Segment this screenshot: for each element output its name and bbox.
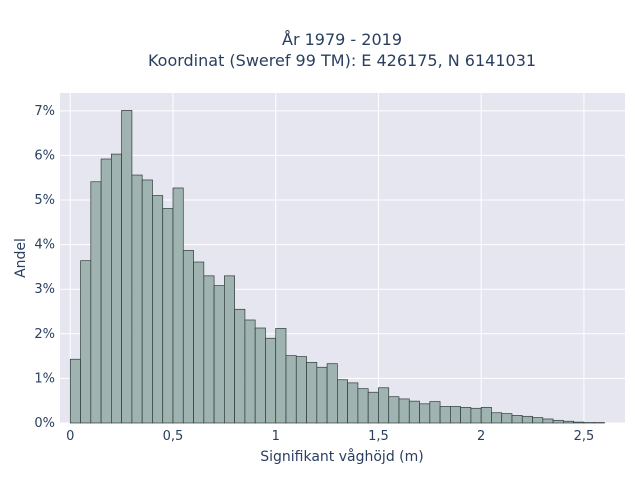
- histogram-bar: [254, 327, 266, 424]
- histogram-bar: [388, 396, 400, 424]
- histogram-bar: [131, 174, 143, 424]
- histogram-bar: [552, 419, 564, 424]
- histogram-bar: [162, 208, 174, 424]
- y-tick-label: 5%: [34, 193, 55, 208]
- y-tick-label: 3%: [34, 282, 55, 297]
- histogram-bar: [213, 285, 225, 424]
- histogram-bar: [480, 407, 492, 424]
- histogram-bar: [326, 363, 338, 424]
- histogram-bar: [398, 398, 410, 424]
- histogram-bar: [337, 379, 348, 424]
- y-tick-label: 4%: [34, 238, 55, 253]
- x-tick-label: 0: [66, 429, 74, 444]
- chart-title-line-2: Koordinat (Sweref 99 TM): E 426175, N 61…: [148, 51, 536, 70]
- histogram-bar: [532, 417, 544, 424]
- histogram-bar: [511, 415, 523, 424]
- histogram-bar: [152, 195, 164, 424]
- histogram-bar: [121, 110, 133, 424]
- y-tick-label: 0%: [34, 416, 55, 431]
- histogram-bar: [244, 319, 256, 424]
- histogram-bar: [285, 355, 297, 424]
- histogram-bar: [460, 407, 472, 424]
- histogram-bar: [141, 179, 153, 424]
- histogram-bar: [80, 260, 92, 424]
- histogram-bar: [295, 356, 307, 424]
- histogram-bar: [275, 328, 287, 424]
- y-axis-title: Andel: [13, 238, 29, 278]
- x-tick-label: 2,5: [574, 429, 595, 444]
- histogram-bar: [203, 275, 215, 424]
- histogram-bar: [90, 181, 102, 424]
- x-tick-label: 1: [272, 429, 280, 444]
- histogram-bar: [491, 412, 503, 424]
- histogram-bar: [347, 382, 359, 424]
- histogram-bar: [367, 391, 379, 424]
- histogram-bar: [100, 158, 112, 424]
- histogram-bar: [357, 388, 369, 424]
- histogram-bar: [470, 407, 482, 424]
- x-tick-label: 1,5: [368, 429, 389, 444]
- histogram-bar: [224, 275, 235, 424]
- histogram-bar: [306, 362, 318, 424]
- histogram-bar: [563, 420, 574, 424]
- histogram-bar: [69, 358, 81, 424]
- chart-title-line-1: År 1979 - 2019: [282, 30, 402, 49]
- x-axis-title: Signifikant våghöjd (m): [260, 448, 423, 465]
- x-axis-ticks: 0 0,5 1 1,5 2 2,5: [66, 429, 594, 444]
- histogram-bar: [573, 421, 585, 424]
- histogram-bar: [378, 387, 390, 424]
- y-tick-label: 6%: [34, 148, 55, 163]
- histogram-bar: [172, 187, 184, 424]
- y-axis-ticks: 0% 1% 2% 3% 4% 5% 6% 7%: [34, 104, 55, 431]
- x-tick-label: 0,5: [163, 429, 184, 444]
- histogram-bar: [429, 401, 441, 424]
- x-tick-label: 2: [477, 429, 485, 444]
- histogram-bar: [111, 153, 122, 424]
- histogram-bar: [450, 406, 461, 424]
- histogram-bar: [439, 406, 451, 424]
- histogram-bar: [408, 400, 420, 424]
- histogram-bar: [265, 337, 277, 424]
- histogram-bar: [419, 403, 431, 424]
- histogram-bar: [182, 250, 194, 424]
- histogram-bar: [234, 308, 246, 424]
- histogram-bar: [316, 366, 328, 424]
- histogram-bar: [193, 261, 205, 424]
- histogram-bar: [521, 415, 533, 424]
- y-tick-label: 7%: [34, 104, 55, 119]
- y-tick-label: 1%: [34, 371, 55, 386]
- y-tick-label: 2%: [34, 327, 55, 342]
- histogram-bar: [501, 413, 513, 424]
- bars: [69, 110, 605, 424]
- histogram-bar: [542, 418, 554, 424]
